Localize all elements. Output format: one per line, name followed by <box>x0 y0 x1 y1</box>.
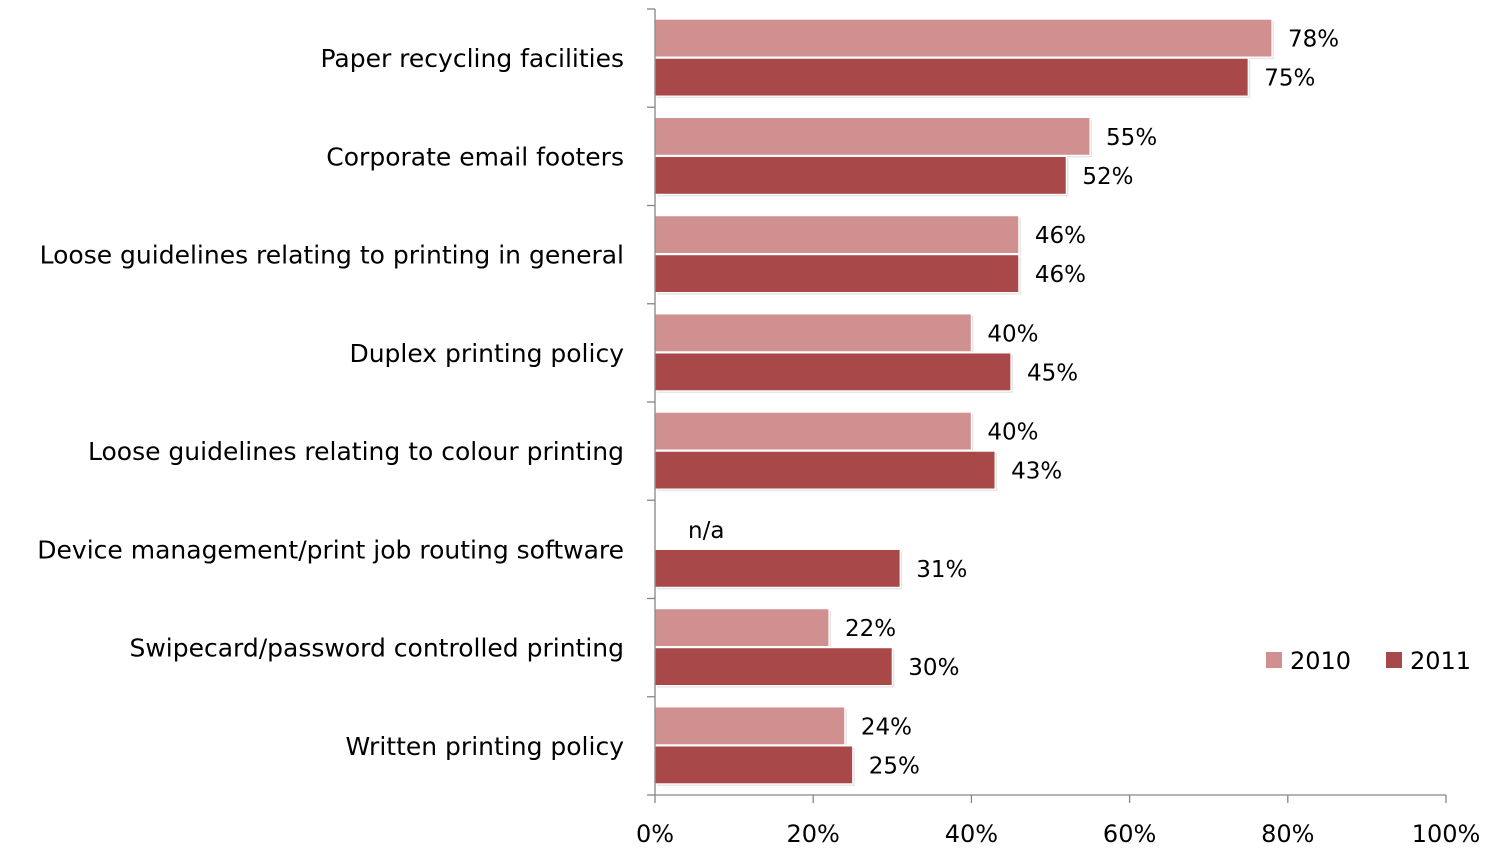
axes-layer <box>647 8 1447 803</box>
x-tick-label: 100% <box>1412 820 1481 848</box>
data-label-2010-4: 40% <box>987 321 1038 347</box>
bar-2011-7 <box>654 647 893 687</box>
labels-layer: 78% 75% Paper recycling facilities 55% 52% Co… <box>37 27 1480 848</box>
legend-label-2011: 2011 <box>1410 647 1471 675</box>
category-label-4: Duplex printing policy <box>349 339 624 368</box>
data-label-2011-4: 45% <box>1027 360 1078 386</box>
category-label-7: Swipecard/password controlled printing <box>129 634 624 663</box>
bars-layer <box>654 18 1274 786</box>
data-label-2010-5: 40% <box>987 420 1038 446</box>
category-label-3: Loose guidelines relating to printing in… <box>40 241 624 270</box>
data-label-2011-5: 43% <box>1011 459 1062 485</box>
category-label-2: Corporate email footers <box>326 142 624 171</box>
data-label-2011-2: 52% <box>1082 164 1133 190</box>
bar-2010-2 <box>654 116 1091 156</box>
data-label-2010-7: 22% <box>845 616 896 642</box>
data-label-2011-1: 75% <box>1264 66 1315 92</box>
bar-2011-6 <box>654 548 901 588</box>
data-label-2011-7: 30% <box>908 655 959 681</box>
category-label-6: Device management/print job routing soft… <box>37 535 624 564</box>
x-tick-label: 40% <box>945 820 998 848</box>
bar-2010-1 <box>654 18 1273 58</box>
bar-2011-3 <box>654 254 1020 294</box>
bar-2010-7 <box>654 608 830 648</box>
bar-2010-8 <box>654 706 846 746</box>
data-label-2010-8: 24% <box>861 714 912 740</box>
data-label-2011-6: 31% <box>916 557 967 583</box>
bar-2011-8 <box>654 745 854 785</box>
x-tick-label: 20% <box>787 820 840 848</box>
bar-2011-1 <box>654 57 1249 97</box>
data-label-2010-2: 55% <box>1106 125 1157 151</box>
data-label-2010-1: 78% <box>1288 27 1339 53</box>
legend: 2010 2011 <box>1266 647 1471 675</box>
data-label-2010-6: n/a <box>688 518 724 544</box>
category-label-8: Written printing policy <box>345 732 624 761</box>
bar-2010-4 <box>654 313 972 353</box>
bar-2010-3 <box>654 215 1020 255</box>
bar-2011-4 <box>654 352 1012 392</box>
data-label-2010-3: 46% <box>1035 223 1086 249</box>
bar-2011-5 <box>654 450 996 490</box>
x-tick-label: 60% <box>1103 820 1156 848</box>
data-label-2011-8: 25% <box>869 753 920 779</box>
legend-label-2010: 2010 <box>1290 647 1351 675</box>
x-tick-label: 0% <box>636 820 674 848</box>
bar-2011-2 <box>654 155 1067 195</box>
bar-2010-5 <box>654 411 972 451</box>
category-label-1: Paper recycling facilities <box>320 44 624 73</box>
legend-swatch-2010 <box>1266 652 1282 668</box>
legend-swatch-2011 <box>1386 652 1402 668</box>
data-label-2011-3: 46% <box>1035 262 1086 288</box>
category-label-5: Loose guidelines relating to colour prin… <box>88 437 624 466</box>
x-tick-label: 80% <box>1261 820 1314 848</box>
